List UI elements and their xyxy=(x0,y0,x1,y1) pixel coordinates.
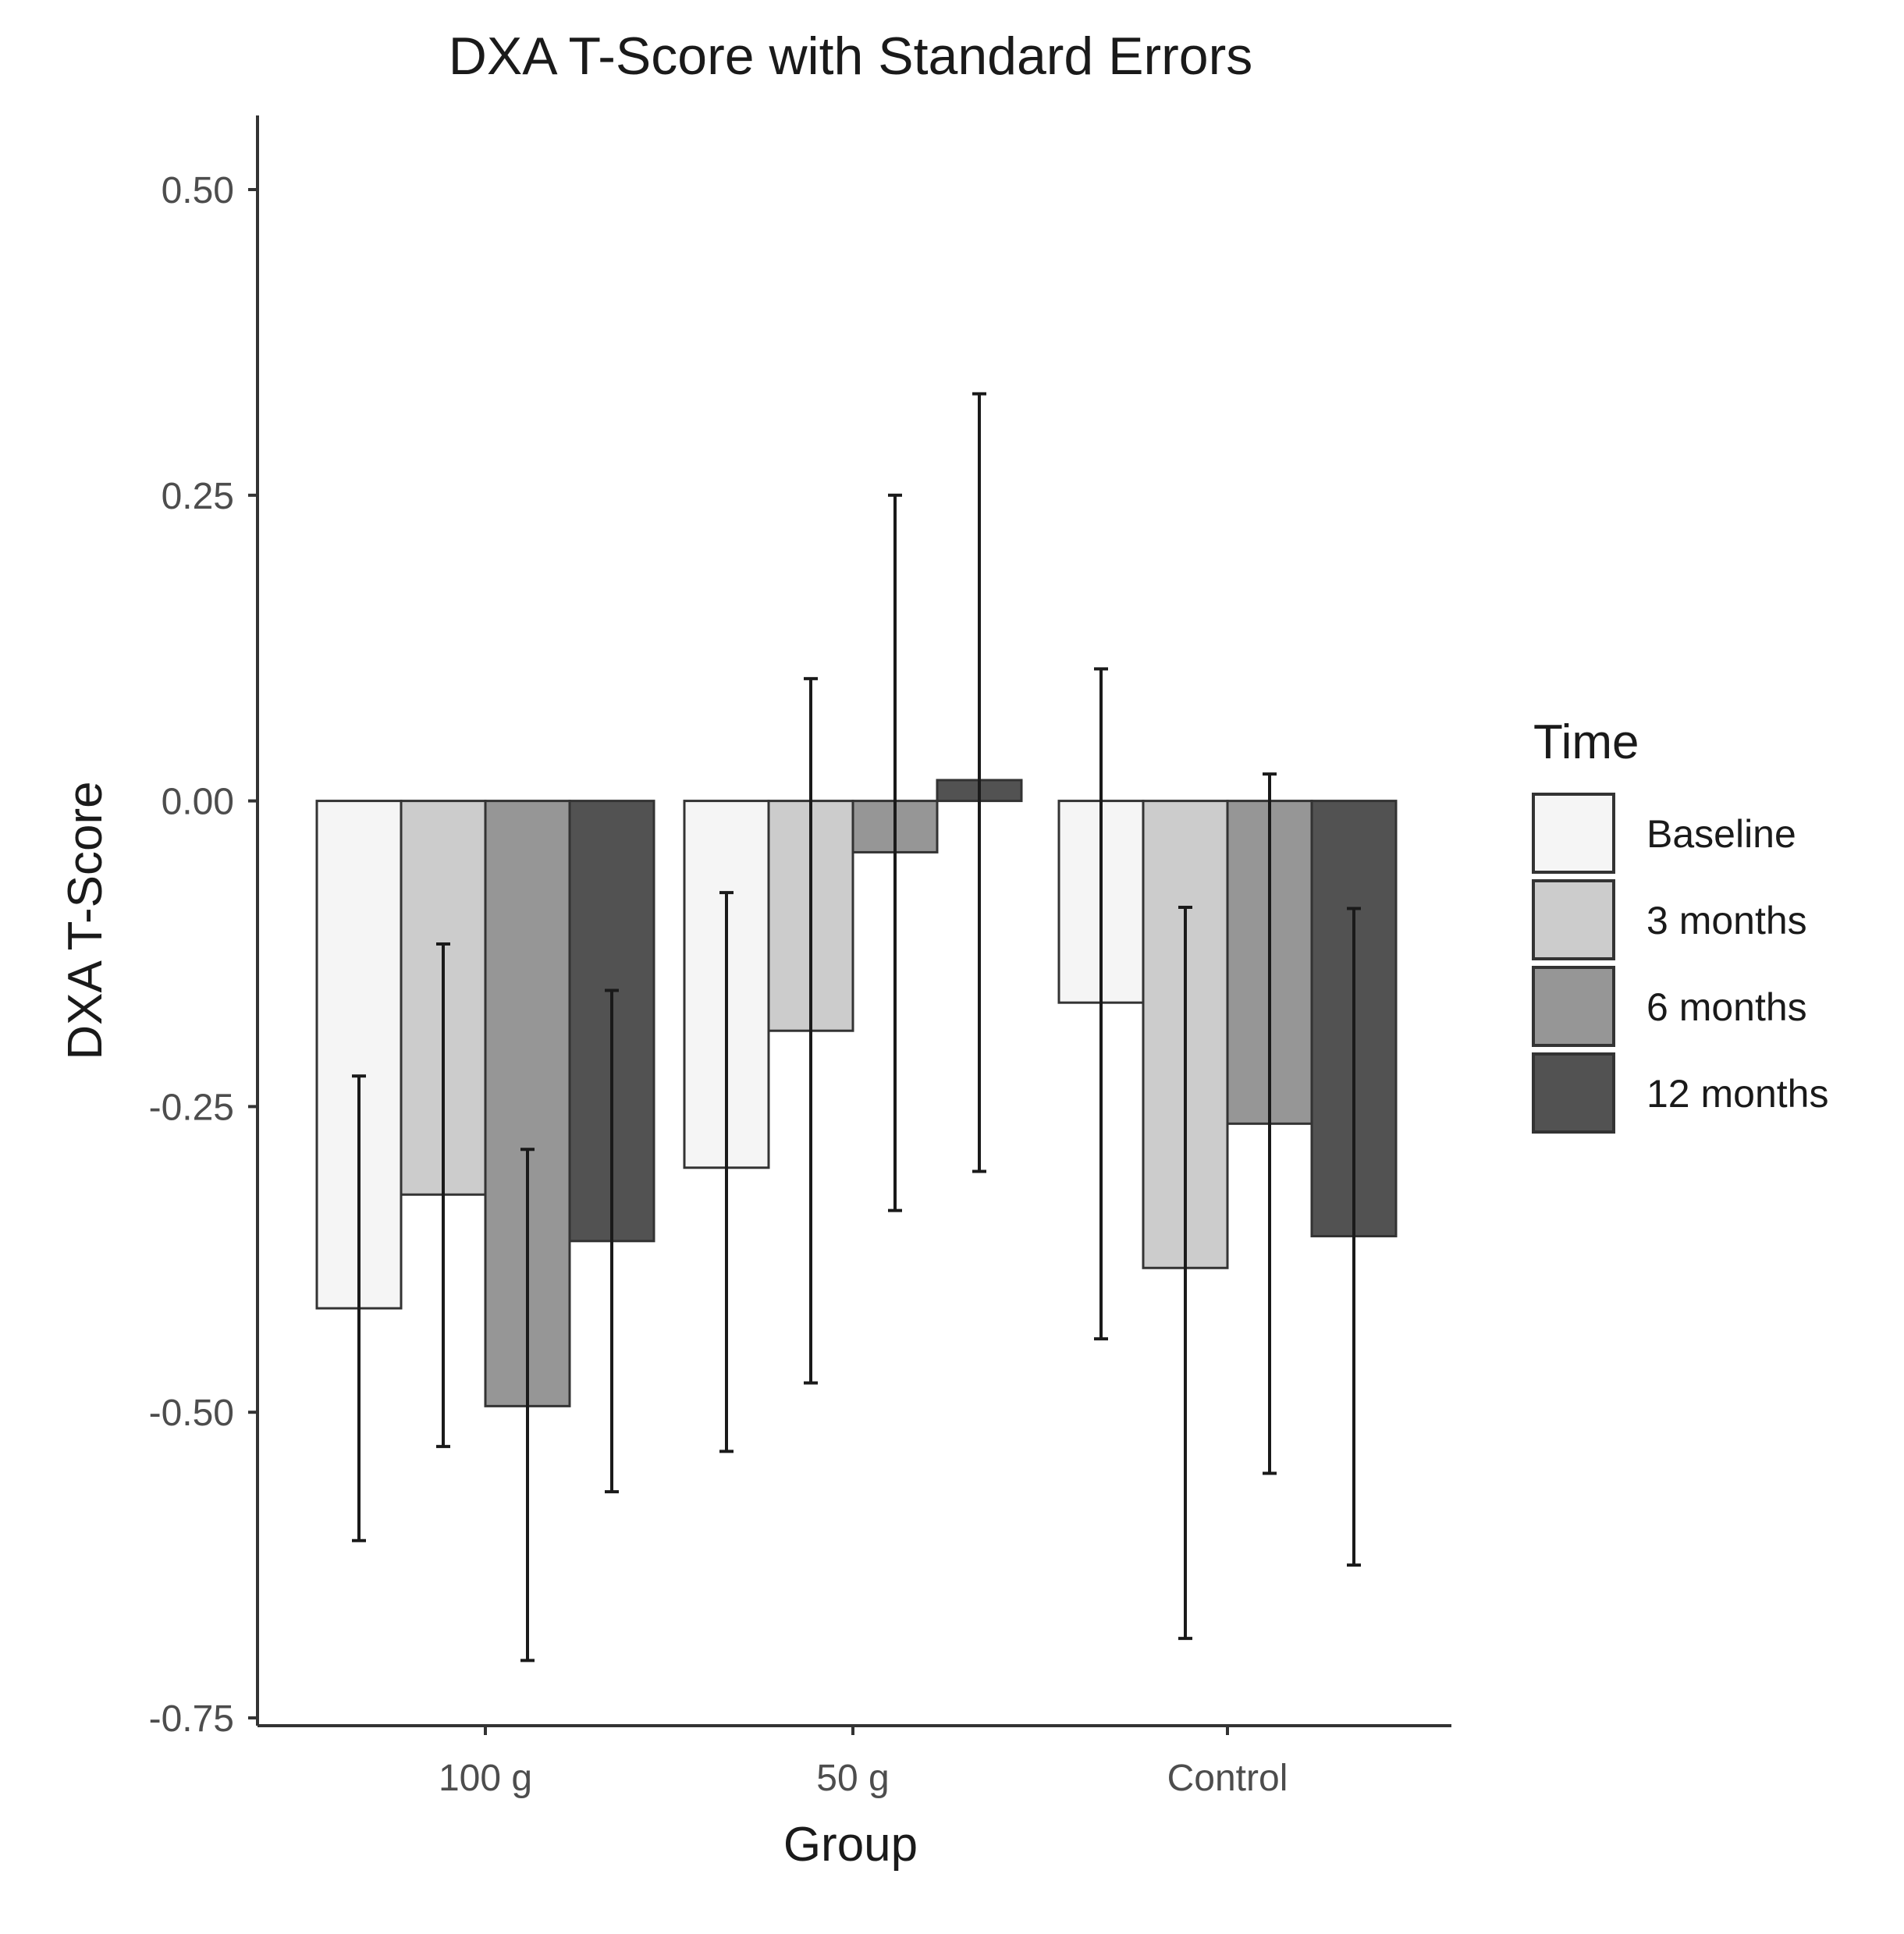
error-bar-12-months-control xyxy=(1347,907,1361,1567)
error-bar-3-months-control xyxy=(1178,905,1192,1641)
y-tick-label: -0.50 xyxy=(149,1393,234,1434)
error-bar-12-months-50-g xyxy=(972,392,986,1173)
bar-6-months-100-g xyxy=(484,800,571,1407)
error-bar-6-months-control xyxy=(1263,772,1277,1475)
y-tick-label: -0.25 xyxy=(149,1087,234,1128)
legend: Time Baseline 3 months 6 months 12 months xyxy=(1532,715,1828,1134)
y-ticks: 0.50 0.25 0.00 -0.25 -0.50 -0.75 xyxy=(149,170,258,1740)
error-bars-layer xyxy=(352,392,1361,1663)
y-tick-label: 0.00 xyxy=(162,782,234,823)
legend-key-baseline xyxy=(1532,793,1615,874)
legend-label: 12 months xyxy=(1646,1072,1828,1116)
x-tick-label: 50 g xyxy=(816,1758,889,1799)
error-bar-6-months-50-g xyxy=(888,493,902,1212)
y-axis-title: DXA T-Score xyxy=(59,781,112,1059)
error-bar-baseline-50-g xyxy=(719,891,734,1453)
error-bar-12-months-100-g xyxy=(605,988,619,1494)
x-tick-label: Control xyxy=(1167,1758,1288,1799)
error-bar-3-months-100-g xyxy=(436,942,450,1449)
x-tick-label: 100 g xyxy=(439,1758,532,1799)
error-bar-6-months-100-g xyxy=(520,1148,535,1663)
error-bar-3-months-50-g xyxy=(804,676,818,1385)
legend-title: Time xyxy=(1533,715,1639,769)
y-tick-label: -0.75 xyxy=(149,1698,234,1740)
x-ticks: 100 g 50 g Control xyxy=(439,1726,1288,1799)
x-axis-title: Group xyxy=(783,1818,918,1872)
y-tick-label: 0.50 xyxy=(162,170,234,211)
legend-key-3-months xyxy=(1532,879,1615,960)
error-bar-baseline-100-g xyxy=(352,1074,366,1542)
chart-title: DXA T-Score with Standard Errors xyxy=(449,27,1253,86)
error-bar-baseline-control xyxy=(1094,667,1108,1341)
legend-label: 6 months xyxy=(1646,985,1807,1029)
legend-key-6-months xyxy=(1532,966,1615,1047)
y-tick-label: 0.25 xyxy=(162,476,234,517)
legend-key-12-months xyxy=(1532,1052,1615,1134)
legend-label: Baseline xyxy=(1646,812,1796,856)
bars-layer xyxy=(315,779,1398,1407)
legend-label: 3 months xyxy=(1646,899,1807,942)
